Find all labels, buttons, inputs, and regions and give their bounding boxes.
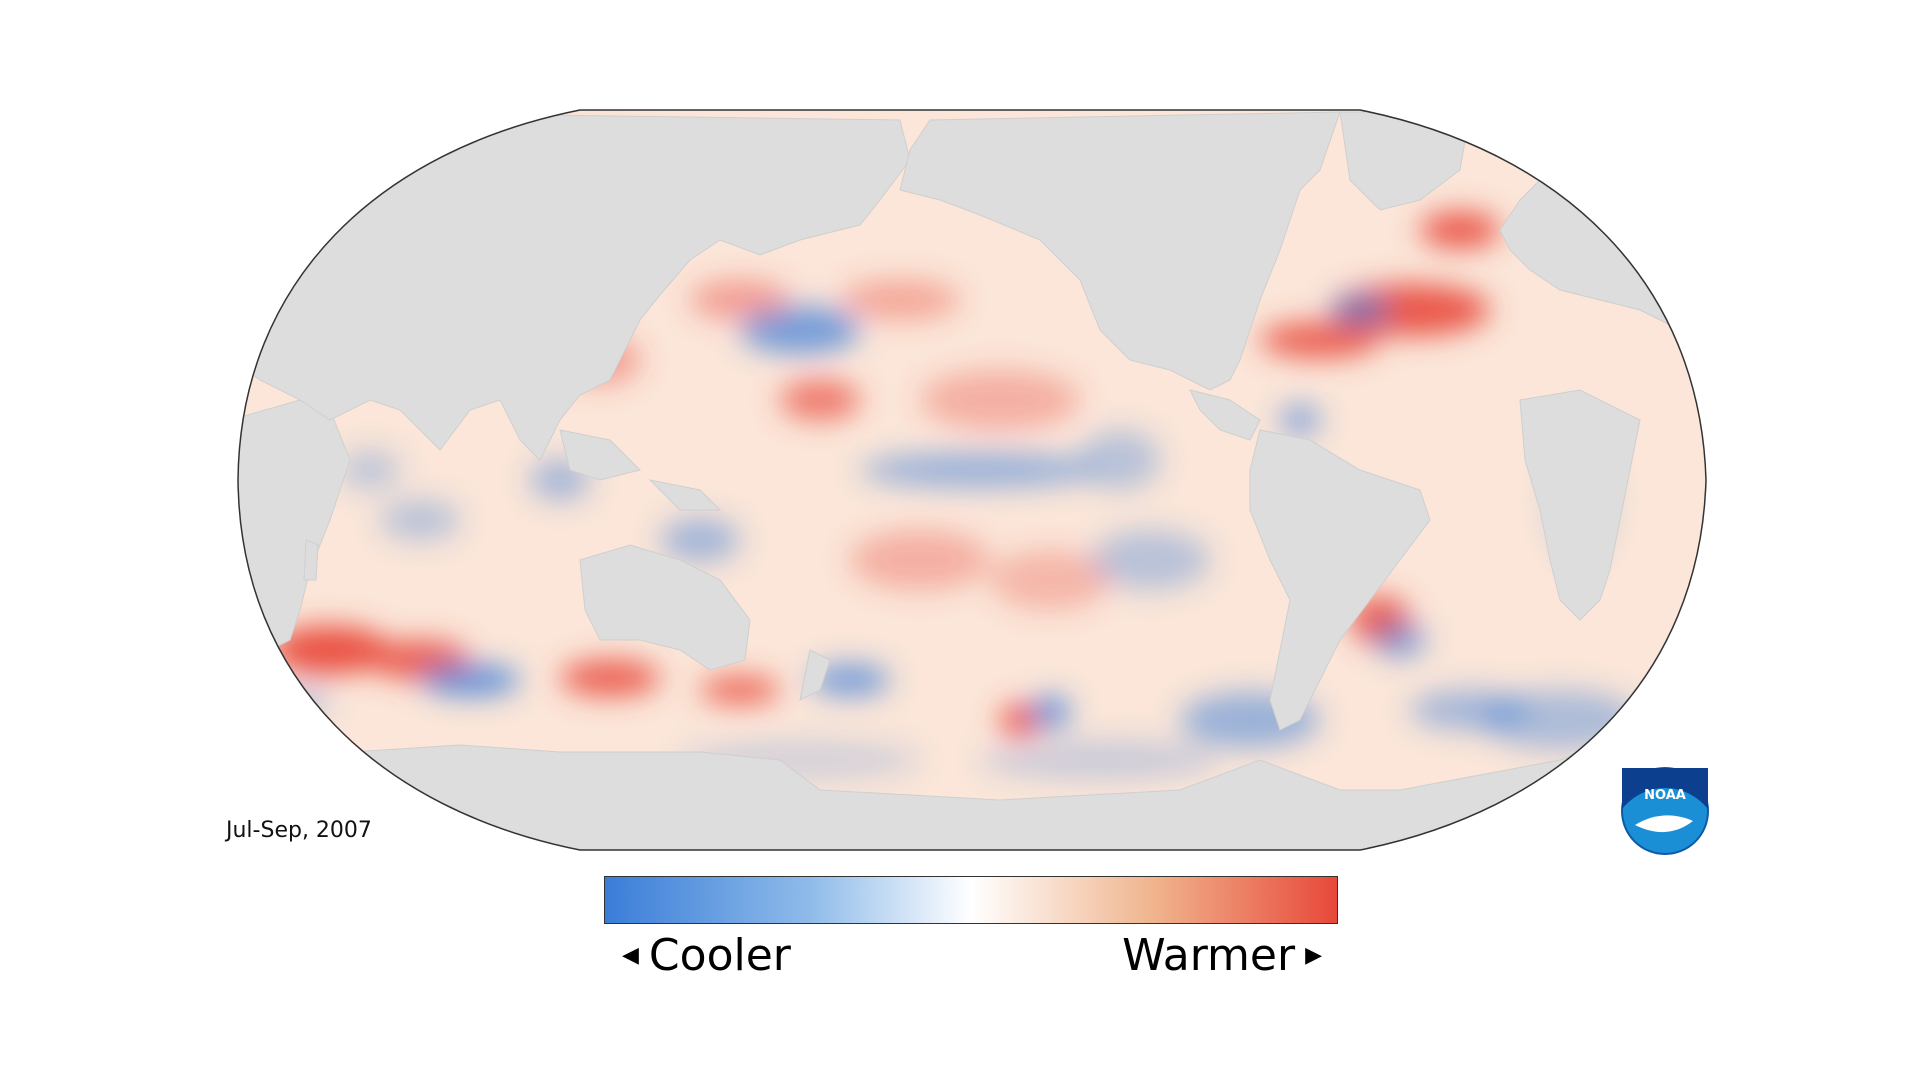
anomaly-blob — [860, 452, 1100, 488]
anomaly-blob — [920, 370, 1080, 430]
legend-warmer: Warmer ▶ — [1122, 930, 1322, 981]
anomaly-blob — [1420, 212, 1500, 248]
anomaly-blob — [1480, 690, 1640, 750]
anomaly-blob — [1030, 696, 1070, 728]
arrow-left-icon: ◀ — [622, 942, 639, 968]
anomaly-blob — [850, 530, 990, 590]
anomaly-blob — [740, 306, 860, 354]
anomaly-blob — [1260, 322, 1380, 358]
anomaly-blob — [810, 664, 890, 696]
legend-warmer-label: Warmer — [1122, 930, 1296, 981]
anomaly-blob — [1090, 530, 1210, 590]
arrow-right-icon: ▶ — [1305, 942, 1322, 968]
legend-cooler: ◀ Cooler — [622, 930, 791, 981]
anomaly-blob — [1280, 404, 1320, 436]
anomaly-blob — [700, 676, 780, 704]
anomaly-blob — [780, 380, 860, 420]
period-label: Jul-Sep, 2007 — [226, 818, 372, 843]
anomaly-blob — [420, 664, 520, 696]
anomaly-blob — [840, 280, 960, 320]
legend-color-bar — [604, 876, 1338, 924]
anomaly-blob — [980, 740, 1220, 780]
anomaly-blob — [1330, 296, 1390, 324]
noaa-logo-text: NOAA — [1644, 788, 1686, 803]
anomaly-blob — [990, 550, 1110, 610]
anomaly-blob — [1374, 622, 1426, 658]
legend-cooler-label: Cooler — [648, 930, 791, 981]
globe-outline — [237, 109, 1707, 851]
anomaly-blob — [690, 280, 790, 320]
anomaly-blob — [560, 660, 660, 696]
anomaly-blob — [660, 518, 740, 562]
anomaly-blob — [270, 626, 390, 674]
noaa-logo-icon: NOAA — [1621, 767, 1709, 855]
anomaly-blob — [380, 500, 460, 540]
anomaly-blob — [1080, 430, 1160, 490]
anomaly-blob — [340, 450, 400, 490]
anomaly-layer — [270, 140, 1640, 780]
